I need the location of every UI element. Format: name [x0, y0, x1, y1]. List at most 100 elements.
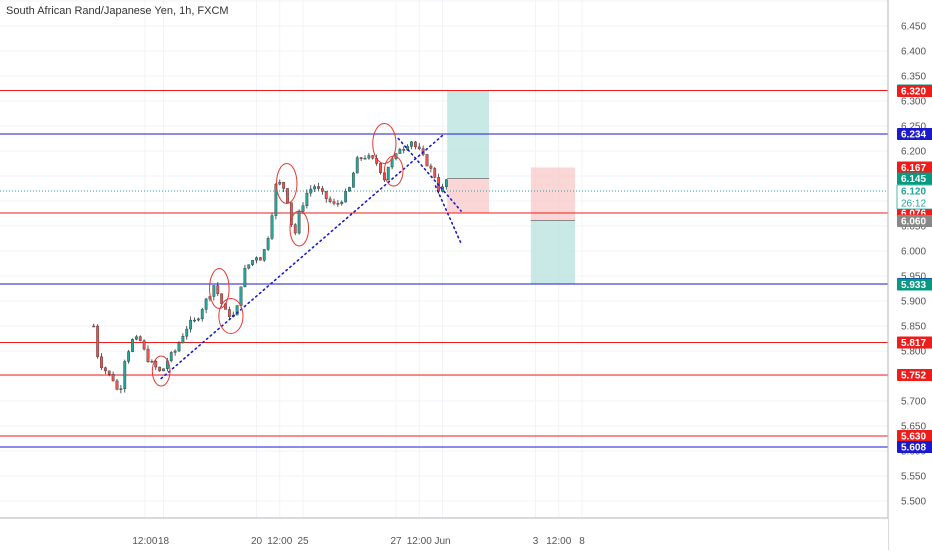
candle-body — [301, 205, 305, 212]
candle-body — [212, 285, 216, 297]
time-tick-label: 18 — [158, 536, 170, 547]
candle-body — [359, 157, 363, 159]
price-tag-bg — [897, 215, 932, 227]
price-axis: 6.4506.4006.3506.3006.2506.2006.1506.100… — [887, 0, 932, 550]
stop-loss-zone — [447, 178, 489, 213]
time-tick-label: 12:00 — [132, 536, 157, 547]
candle-body — [107, 370, 111, 375]
candle-body — [177, 342, 181, 352]
candle-body — [289, 202, 293, 225]
annotation-circle — [275, 163, 298, 204]
time-tick-label: Jun — [434, 536, 450, 547]
candles — [92, 141, 448, 394]
price-tick-label: 5.550 — [901, 472, 926, 483]
price-tick-label: 6.350 — [901, 72, 926, 83]
price-tick-label: 5.850 — [901, 322, 926, 333]
price-tick-label: 6.300 — [901, 97, 926, 108]
candle-body — [119, 388, 123, 390]
position-zones — [447, 90, 576, 284]
candle-body — [309, 188, 313, 194]
candle-body — [274, 183, 278, 216]
candle-body — [282, 181, 286, 189]
candle-body — [100, 356, 103, 368]
candle-body — [398, 149, 402, 154]
candle-body — [386, 166, 390, 181]
candle-body — [92, 325, 96, 328]
annotation-circle — [372, 123, 397, 164]
candle-body — [293, 224, 297, 234]
level-price-tag: 5.752 — [901, 371, 926, 382]
countdown-label: 26:12 — [901, 199, 926, 210]
price-tag: 6.145 — [901, 174, 926, 185]
candle-body — [239, 286, 243, 306]
price-tag: 6.060 — [901, 217, 926, 228]
candle-body — [410, 141, 413, 147]
candle-body — [247, 264, 251, 269]
candle-body — [127, 351, 131, 362]
level-price-tag: 5.817 — [901, 338, 926, 349]
trend-line — [434, 185, 462, 245]
candle-body — [402, 149, 406, 151]
candle-body — [146, 348, 150, 363]
candle-body — [103, 367, 107, 372]
candle-body — [278, 181, 282, 185]
horizontal-levels — [0, 90, 888, 448]
candle-body — [332, 201, 336, 204]
price-tick-label: 6.250 — [901, 122, 926, 133]
candle-body — [96, 325, 100, 357]
candle-body — [123, 361, 127, 389]
annotation-circle — [218, 298, 244, 334]
price-tick-label: 6.400 — [901, 47, 926, 58]
price-tick-label: 5.700 — [901, 397, 926, 408]
level-price-tag-bg — [897, 430, 932, 442]
price-tag-bg — [897, 161, 932, 174]
trend-lines — [160, 132, 462, 380]
candle-body — [413, 141, 417, 148]
candle-body — [243, 267, 247, 288]
candle-body — [351, 172, 355, 188]
candle-body — [317, 186, 320, 189]
grid — [0, 0, 888, 518]
time-tick-label: 12:00 — [267, 536, 292, 547]
level-price-tag-bg — [897, 336, 932, 349]
candle-body — [320, 188, 324, 192]
candle-body — [204, 298, 208, 310]
candle-body — [344, 190, 348, 203]
price-tag: 6.167 — [901, 163, 926, 174]
candle-body — [425, 154, 429, 167]
candle-body — [417, 146, 421, 149]
annotation-circle — [209, 268, 230, 309]
level-price-tag-bg — [897, 441, 932, 453]
candle-body — [162, 368, 165, 372]
price-tick-label: 6.000 — [901, 247, 926, 258]
price-tag-bg — [897, 85, 932, 97]
price-tick-label: 5.800 — [901, 347, 926, 358]
price-tag-bg — [897, 172, 932, 185]
candle-body — [196, 318, 200, 321]
candle-body — [138, 336, 142, 341]
candle-body — [111, 374, 115, 382]
price-tick-label: 6.450 — [901, 22, 926, 33]
annotation-circle — [383, 155, 404, 187]
price-tick-label: 5.900 — [901, 297, 926, 308]
candle-body — [181, 335, 185, 344]
candle-body — [371, 155, 375, 159]
time-axis: 12:00 18 20 12:00 25 27 12:00 Jun 3 12:00 8 — [0, 517, 888, 550]
time-tick-label: 12:00 — [407, 536, 432, 547]
level-price-tag: 5.630 — [901, 432, 926, 443]
candle-body — [154, 360, 158, 368]
annotation-circles — [151, 123, 404, 387]
candle-body — [348, 187, 351, 192]
candle-body — [169, 352, 173, 361]
candle-body — [297, 211, 301, 234]
price-tag: 6.320 — [901, 87, 926, 98]
chart-title: South African Rand/Japanese Yen, 1h, FXC… — [6, 5, 229, 17]
candle-body — [131, 339, 134, 352]
candle-body — [313, 186, 317, 190]
candle-body — [150, 360, 154, 363]
candle-body — [227, 309, 231, 317]
candle-body — [324, 191, 328, 200]
candle-body — [142, 340, 146, 350]
